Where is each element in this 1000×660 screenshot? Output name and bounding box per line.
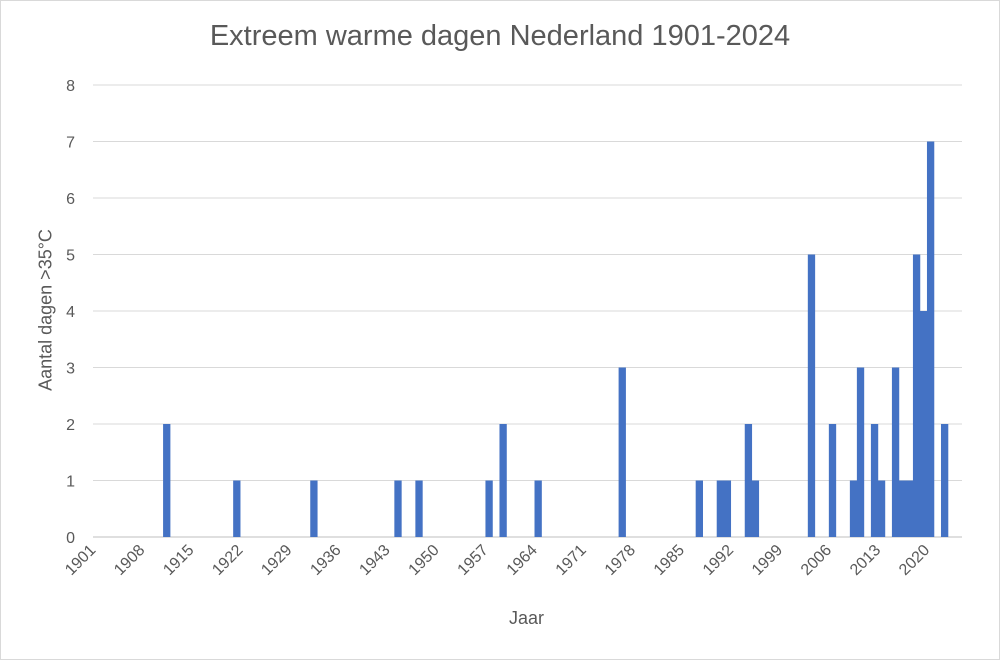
y-tick-label: 4 xyxy=(66,304,75,321)
x-tick-label: 1985 xyxy=(651,542,688,579)
x-tick-label: 2006 xyxy=(798,542,835,579)
bar xyxy=(849,480,858,537)
bar xyxy=(695,480,703,537)
bar xyxy=(926,141,935,537)
bar xyxy=(163,424,171,537)
x-tick-label: 1936 xyxy=(307,542,344,579)
bar xyxy=(415,480,423,537)
y-tick-label: 2 xyxy=(66,417,75,434)
x-tick-label: 1992 xyxy=(700,542,737,579)
x-tick-label: 1943 xyxy=(356,542,393,579)
bar xyxy=(891,367,900,537)
bar xyxy=(905,480,914,537)
bar xyxy=(898,480,907,537)
x-tick-label: 1957 xyxy=(455,542,492,579)
x-tick-label: 1922 xyxy=(209,542,246,579)
y-tick-label: 6 xyxy=(66,191,75,208)
bar xyxy=(310,480,318,537)
bar xyxy=(716,480,725,537)
bar xyxy=(919,311,928,537)
x-tick-label: 2020 xyxy=(896,542,933,579)
bar xyxy=(828,424,837,537)
bar xyxy=(870,424,879,537)
bar xyxy=(912,254,921,537)
bar xyxy=(499,424,507,537)
bar xyxy=(856,367,865,537)
bar xyxy=(618,367,626,537)
y-tick-label: 0 xyxy=(66,530,75,547)
bar xyxy=(233,480,241,537)
x-tick-label: 1999 xyxy=(749,542,786,579)
x-tick-label: 1901 xyxy=(62,542,99,579)
y-tick-label: 1 xyxy=(66,474,75,491)
bar xyxy=(940,424,949,537)
bar xyxy=(751,480,760,537)
bar xyxy=(877,480,886,537)
bar xyxy=(485,480,493,537)
x-tick-label: 2013 xyxy=(847,542,884,579)
y-tick-label: 5 xyxy=(66,248,75,265)
y-tick-label: 3 xyxy=(66,361,75,378)
x-tick-label: 1908 xyxy=(111,542,148,579)
bar xyxy=(394,480,402,537)
y-tick-label: 7 xyxy=(66,135,75,152)
x-tick-label: 1929 xyxy=(258,542,295,579)
x-tick-label: 1915 xyxy=(160,542,197,579)
x-tick-label: 1971 xyxy=(553,542,590,579)
y-tick-label: 8 xyxy=(66,78,75,95)
bar xyxy=(807,254,816,537)
x-axis-label: Jaar xyxy=(508,608,544,628)
chart-title: Extreem warme dagen Nederland 1901-2024 xyxy=(209,20,791,52)
bar xyxy=(723,480,732,537)
x-tick-label: 1950 xyxy=(406,542,443,579)
bar xyxy=(744,424,753,537)
x-tick-label: 1964 xyxy=(504,542,541,579)
x-tick-label: 1978 xyxy=(602,542,639,579)
bar xyxy=(534,480,542,537)
